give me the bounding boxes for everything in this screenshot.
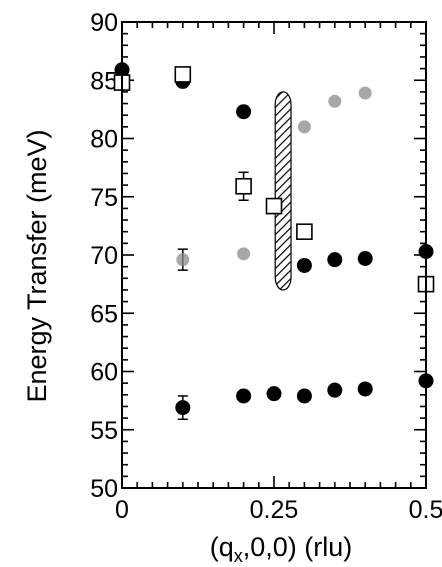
plot-frame (121, 21, 427, 489)
point-open-square (296, 223, 313, 240)
point-gray-circle (358, 86, 372, 100)
point-filled-circle (357, 250, 373, 266)
point-filled-circle (236, 104, 252, 120)
point-filled-circle (296, 388, 312, 404)
axis-ticks (121, 21, 427, 489)
y-tick-label: 50 (90, 475, 118, 503)
point-gray-circle (176, 253, 190, 267)
y-tick-label: 65 (90, 300, 118, 328)
point-filled-circle (266, 386, 282, 402)
point-filled-circle (236, 388, 252, 404)
point-open-square (174, 66, 192, 83)
hatched-region-layer (274, 91, 292, 291)
y-tick-label: 75 (90, 184, 118, 212)
data-points (113, 62, 435, 421)
y-tick-label: 60 (90, 359, 118, 387)
point-filled-circle (327, 252, 343, 268)
x-tick-labels: 0 0.25 0.5 (115, 496, 442, 524)
point-open-square (235, 177, 252, 195)
y-tick-label: 80 (90, 126, 118, 154)
x-axis-label: (qx,0,0) (rlu) (210, 532, 353, 566)
y-axis-label: Energy Transfer (meV) (22, 129, 52, 402)
point-filled-circle (175, 400, 191, 416)
point-gray-circle (328, 94, 342, 108)
x-tick-label: 0 (115, 496, 129, 524)
point-gray-circle (297, 120, 311, 134)
y-tick-labels: 50 55 60 65 70 75 80 85 90 (90, 9, 118, 503)
point-filled-circle (357, 381, 373, 397)
y-tick-label: 70 (90, 242, 118, 270)
point-filled-circle (327, 382, 343, 398)
y-tick-label: 85 (90, 67, 118, 95)
point-open-square (265, 197, 283, 215)
point-filled-circle (296, 257, 312, 273)
y-tick-label: 55 (90, 417, 118, 445)
point-gray-circle (237, 247, 251, 261)
hatched-region (274, 91, 292, 291)
x-tick-label: 0.5 (409, 496, 442, 524)
y-tick-label: 90 (90, 9, 118, 37)
x-tick-label: 0.25 (250, 496, 299, 524)
